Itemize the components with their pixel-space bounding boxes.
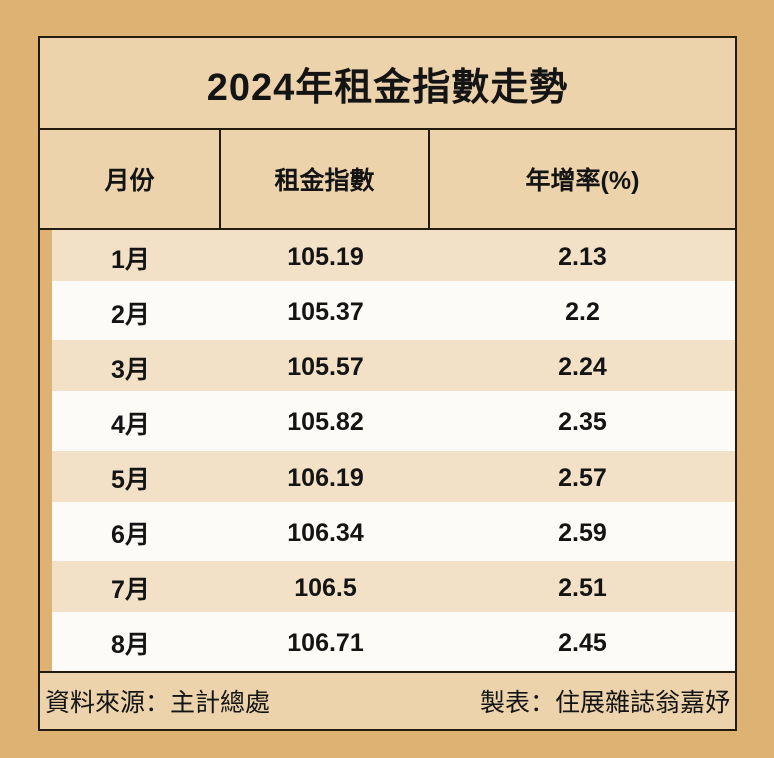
cell-yoy-growth: 2.2 (565, 298, 600, 327)
cell-month: 8月 (111, 631, 150, 660)
table-row: 8月 106.71 2.45 (40, 615, 735, 671)
cell-rent-index: 105.19 (287, 243, 364, 272)
cell-month: 6月 (111, 521, 150, 550)
cell-rent-index: 106.5 (294, 573, 357, 602)
cell-rent-index: 106.19 (287, 463, 364, 492)
cell-month: 2月 (111, 300, 150, 329)
page-title: 2024年租金指數走勢 (206, 66, 569, 109)
cell-rent-index: 105.82 (287, 408, 364, 437)
cell-month: 1月 (111, 245, 150, 274)
cell-yoy-growth: 2.57 (558, 463, 607, 492)
cell-month: 4月 (111, 410, 150, 439)
cell-yoy-growth: 2.59 (558, 518, 607, 547)
footer-bar: 資料來源：主計總處 製表：住展雜誌翁嘉妤 (40, 671, 735, 729)
cell-yoy-growth: 2.51 (558, 573, 607, 602)
rent-index-table-card: 2024年租金指數走勢 月份 租金指數 年增率(%) 1月 105.19 2.1… (38, 36, 737, 731)
cell-month: 3月 (111, 355, 150, 384)
data-source-label: 資料來源：主計總處 (45, 689, 271, 717)
cell-rent-index: 105.57 (287, 353, 364, 382)
cell-yoy-growth: 2.24 (558, 353, 607, 382)
table-row: 3月 105.57 2.24 (40, 340, 735, 396)
cell-rent-index: 106.71 (287, 628, 364, 657)
column-header-rent-index: 租金指數 (221, 130, 430, 228)
cell-yoy-growth: 2.35 (558, 408, 607, 437)
table-row: 4月 105.82 2.35 (40, 395, 735, 451)
table-header-row: 月份 租金指數 年增率(%) (40, 130, 735, 230)
cell-yoy-growth: 2.45 (558, 628, 607, 657)
table-row: 2月 105.37 2.2 (40, 285, 735, 341)
cell-rent-index: 106.34 (287, 518, 364, 547)
title-bar: 2024年租金指數走勢 (40, 38, 735, 130)
table-row: 6月 106.34 2.59 (40, 505, 735, 561)
cell-rent-index: 105.37 (287, 298, 364, 327)
table-row: 5月 106.19 2.57 (40, 450, 735, 506)
table-row: 7月 106.5 2.51 (40, 560, 735, 616)
credit-label: 製表：住展雜誌翁嘉妤 (479, 689, 730, 717)
cell-month: 5月 (111, 466, 150, 495)
column-header-yoy-growth: 年增率(%) (525, 167, 640, 195)
table-row: 1月 105.19 2.13 (40, 230, 735, 286)
table-body: 1月 105.19 2.13 2月 105.37 2.2 3月 105.57 2… (40, 230, 735, 671)
cell-month: 7月 (111, 576, 150, 605)
left-gutter-strip (40, 230, 52, 671)
column-header-month: 月份 (40, 130, 221, 228)
cell-yoy-growth: 2.13 (558, 243, 607, 272)
